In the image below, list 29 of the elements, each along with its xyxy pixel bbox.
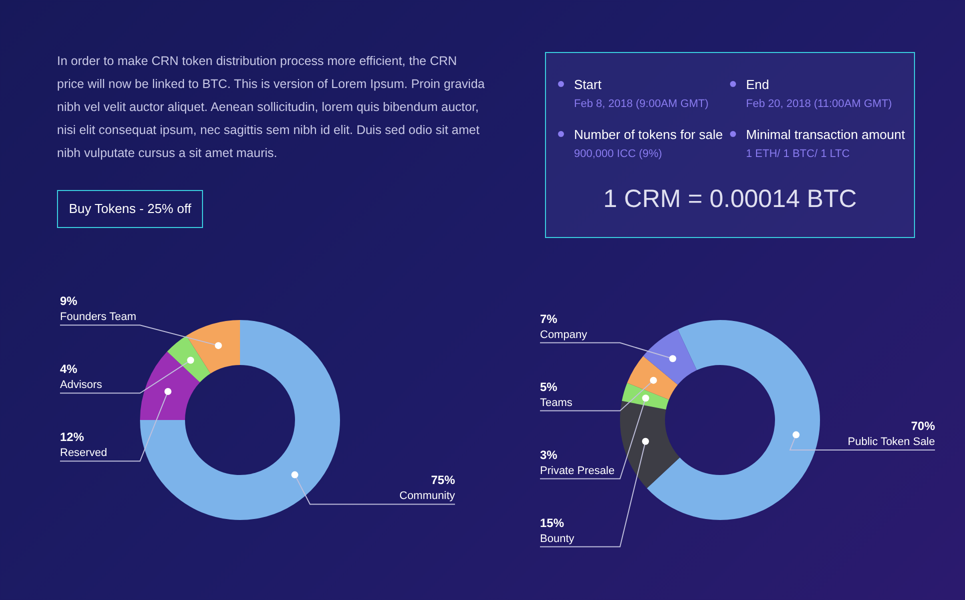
text: End [746, 77, 770, 92]
text: 1 ETH/ 1 BTC/ 1 LTC [746, 148, 851, 160]
data-label: 4% [60, 362, 78, 376]
slice-label: Company [540, 328, 588, 341]
text: Feb 20, 2018 (11:00AM GMT) [746, 98, 892, 110]
text: Feb 8, 2018 (9:00AM GMT) [574, 98, 708, 110]
text: Start [574, 77, 602, 92]
data-label: 7% [540, 312, 558, 326]
slice-label: Advisors [60, 379, 103, 392]
data-label: 70% [910, 419, 936, 434]
slice-label: Teams [540, 396, 573, 409]
slice-label: Private Presale [540, 464, 615, 477]
text: Buy Tokens - 25% off [57, 190, 203, 228]
slice-label: Bounty [540, 532, 575, 545]
slice-label: Community [399, 490, 456, 502]
data-label: 3% [540, 448, 558, 462]
data-label: 5% [540, 380, 558, 394]
slice-label: Public Token Sale [848, 436, 935, 448]
data-label: 15% [540, 516, 564, 530]
data-label: 75% [430, 473, 456, 488]
data-label: 9% [60, 294, 78, 308]
text: In order to make CRN token distribution process more efficient, the CRN price will now be linked to BTC. This is version of Lorem Ipsum. Proin gravida nibh vel velit auctor aliquet. Aenean sollicitudin, lorem quis bibendum auctor, nisi elit consequat ipsum, nec sagittis sem nibh id elit. Duis sed odio sit amet nibh vulputate cursus a sit amet mauris. [57, 53, 486, 162]
text: 900,000 ICC (9%) [574, 148, 664, 160]
slice-label: Founders Team [60, 311, 136, 324]
text: Number of tokens for sale [574, 127, 723, 142]
text: 1 CRM = 0.00014 BTC [602, 185, 858, 214]
data-label: 12% [60, 430, 84, 444]
text: Minimal transaction amount [746, 127, 905, 142]
slice-label: Reserved [60, 447, 108, 460]
